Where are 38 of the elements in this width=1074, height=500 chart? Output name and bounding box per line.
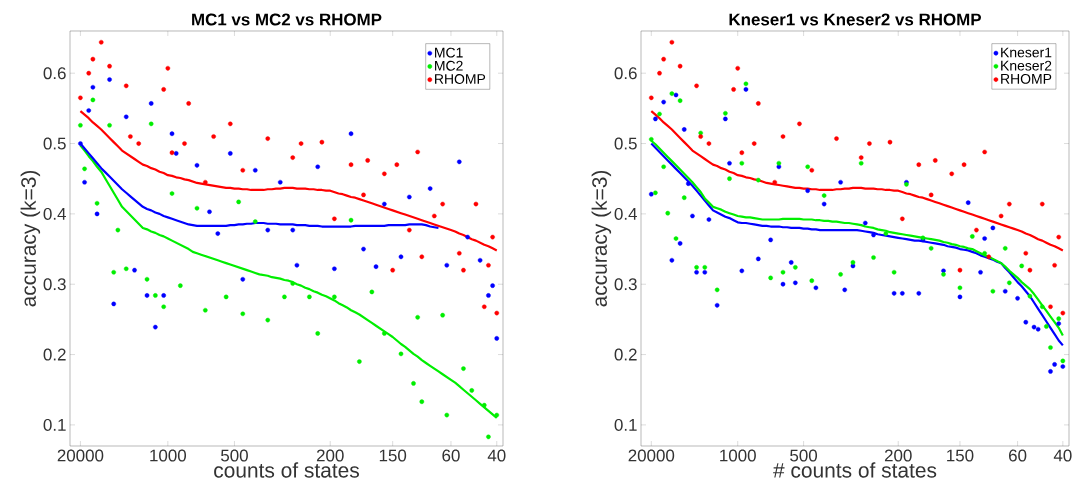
y-axis-title: accuracy (k=3) [591, 170, 612, 307]
y-tick-label: 0.5 [614, 137, 637, 150]
legend-label: MC2 [435, 60, 463, 71]
legend-label: MC1 [435, 47, 463, 58]
x-axis-title: # counts of states [773, 462, 937, 478]
x-tick-label: 200 [316, 449, 344, 462]
x-tick-label: 150 [947, 449, 974, 462]
x-tick-label: 40 [487, 449, 506, 462]
x-tick-label: 60 [442, 449, 460, 462]
chart-title: MC1 vs MC2 vs RHOMP [192, 13, 382, 26]
y-tick-label: 0.2 [43, 348, 66, 361]
x-tick-label: 200 [884, 449, 912, 462]
y-tick-label: 0.6 [614, 67, 637, 80]
chart-title: Kneser1 vs Kneser2 vs RHOMP [729, 13, 981, 26]
x-tick-label: 20000 [628, 449, 675, 462]
legend-label: Kneser1 [1001, 47, 1052, 58]
x-tick-label: 60 [1009, 449, 1027, 462]
legend-label: Kneser2 [1001, 60, 1052, 71]
y-tick-label: 0.1 [43, 418, 66, 431]
y-axis-title: accuracy (k=3) [20, 170, 41, 307]
x-tick-label: 500 [221, 449, 248, 462]
x-tick-label: 20000 [57, 449, 104, 462]
y-tick-label: 0.3 [614, 278, 637, 291]
x-axis-title: counts of states [214, 462, 359, 478]
x-tick-label: 500 [790, 449, 818, 462]
y-tick-label: 0.4 [43, 207, 66, 220]
legend-label: RHOMP [1001, 73, 1052, 84]
x-tick-label: 1000 [720, 449, 756, 462]
y-tick-label: 0.2 [614, 348, 637, 361]
y-tick-label: 0.5 [43, 137, 66, 150]
y-tick-label: 0.4 [614, 207, 637, 220]
legend-label: RHOMP [435, 74, 486, 84]
x-tick-label: 150 [379, 449, 407, 462]
y-tick-label: 0.1 [614, 418, 637, 431]
x-tick-label: 1000 [150, 449, 187, 462]
y-tick-label: 0.3 [43, 278, 66, 291]
x-tick-label: 40 [1053, 449, 1072, 462]
y-tick-label: 0.6 [43, 67, 66, 80]
